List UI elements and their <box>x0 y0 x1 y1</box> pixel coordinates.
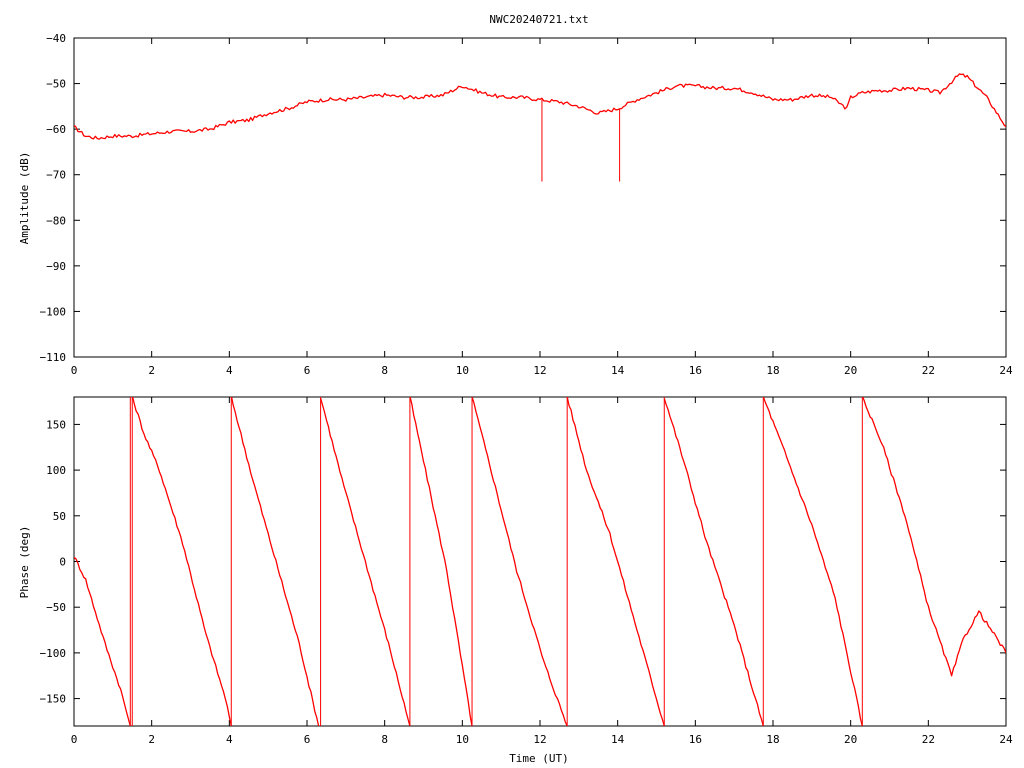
phase-plot-area <box>74 397 1006 726</box>
phase-x-tick-label: 14 <box>611 733 625 746</box>
phase-series-segment <box>409 397 473 726</box>
amplitude-x-tick-label: 6 <box>304 364 311 377</box>
phase-y-tick-label: −100 <box>40 647 67 660</box>
phase-x-tick-label: 24 <box>999 733 1013 746</box>
amplitude-x-tick-label: 18 <box>766 364 779 377</box>
phase-x-tick-label: 0 <box>71 733 78 746</box>
phase-series-segment <box>319 398 411 726</box>
phase-y-tick-label: 100 <box>46 464 66 477</box>
amplitude-x-tick-label: 2 <box>148 364 155 377</box>
amplitude-x-tick-label: 22 <box>922 364 935 377</box>
phase-x-tick-label: 10 <box>456 733 469 746</box>
amplitude-y-tick-label: −40 <box>46 32 66 45</box>
amplitude-x-tick-label: 16 <box>689 364 702 377</box>
phase-series-segment <box>566 397 665 726</box>
amplitude-y-tick-label: −50 <box>46 78 66 91</box>
amplitude-y-tick-label: −90 <box>46 260 66 273</box>
phase-y-tick-label: 0 <box>59 556 66 569</box>
phase-x-tick-label: 22 <box>922 733 935 746</box>
phase-y-tick-label: −50 <box>46 601 66 614</box>
amplitude-x-tick-label: 10 <box>456 364 469 377</box>
amplitude-y-tick-label: −110 <box>40 351 67 364</box>
amplitude-y-tick-label: −70 <box>46 169 66 182</box>
phase-series-segment <box>132 397 232 726</box>
amplitude-x-tick-label: 20 <box>844 364 857 377</box>
amplitude-x-tick-label: 8 <box>381 364 388 377</box>
amplitude-plot-area <box>74 73 1006 182</box>
phase-plot-frame <box>73 396 1007 727</box>
phase-y-tick-label: 50 <box>53 510 66 523</box>
phase-x-tick-label: 20 <box>844 733 857 746</box>
phase-series-segment <box>471 397 568 726</box>
phase-x-tick-label: 8 <box>381 733 388 746</box>
amplitude-y-tick-label: −60 <box>46 123 66 136</box>
amplitude-y-axis-title: Amplitude (dB) <box>18 152 31 245</box>
amplitude-panel: 0 2 4 6 8 10 12 14 16 18 20 22 24−110−100−90−80−70−6… <box>40 32 1013 377</box>
phase-series-segment <box>663 398 764 726</box>
amplitude-x-tick-label: 4 <box>226 364 233 377</box>
amplitude-x-tick-label: 24 <box>999 364 1013 377</box>
x-axis-title: Time (UT) <box>509 752 569 765</box>
phase-x-tick-label: 16 <box>689 733 702 746</box>
amplitude-x-tick-label: 14 <box>611 364 625 377</box>
phase-y-axis-title: Phase (deg) <box>18 526 31 599</box>
amplitude-series-line <box>74 73 1006 140</box>
phase-y-tick-label: −150 <box>40 693 67 706</box>
phase-series-segment <box>762 397 863 726</box>
phase-x-tick-label: 12 <box>533 733 546 746</box>
phase-x-tick-label: 4 <box>226 733 233 746</box>
amplitude-y-tick-label: −100 <box>40 305 67 318</box>
phase-series-segment <box>74 556 131 726</box>
phase-x-tick-label: 6 <box>304 733 311 746</box>
phase-panel: 0 2 4 6 8 10 12 14 16 18 20 22 24−150−100−5005010015… <box>40 396 1013 746</box>
amplitude-plot-frame <box>73 37 1007 358</box>
phase-series-segment <box>230 397 320 726</box>
amplitude-x-tick-label: 0 <box>71 364 78 377</box>
amplitude-x-tick-label: 12 <box>533 364 546 377</box>
phase-series-segment <box>862 397 1006 677</box>
phase-x-tick-label: 2 <box>148 733 155 746</box>
amplitude-y-tick-label: −80 <box>46 214 66 227</box>
chart-title: NWC20240721.txt <box>489 13 588 26</box>
phase-y-tick-label: 150 <box>46 418 66 431</box>
phase-x-tick-label: 18 <box>766 733 779 746</box>
